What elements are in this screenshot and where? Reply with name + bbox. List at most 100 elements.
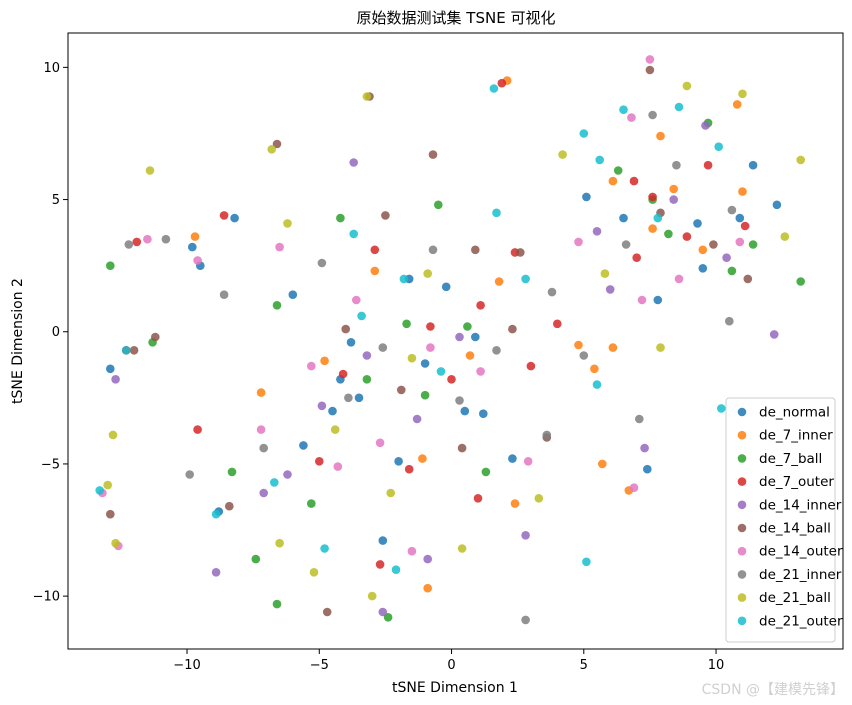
point-de_14_outer — [375, 438, 385, 448]
legend-marker — [737, 407, 747, 417]
point-de_14_inner — [455, 332, 464, 342]
x-tick-label: −5 — [310, 658, 329, 673]
point-de_14_outer — [645, 55, 655, 64]
point-de_14_ball — [272, 139, 282, 149]
point-de_7_inner — [423, 583, 433, 593]
point-de_21_ball — [600, 269, 610, 278]
point-de_21_inner — [378, 343, 388, 352]
point-de_14_inner — [605, 285, 615, 294]
point-de_7_outer — [219, 211, 229, 220]
point-de_21_inner — [317, 258, 327, 268]
point-de_7_inner — [320, 356, 329, 366]
series-de_7_outer — [121, 78, 750, 569]
point-de_14_outer — [523, 457, 533, 466]
point-de_14_outer — [426, 343, 435, 352]
point-de_7_ball — [420, 390, 430, 400]
point-de_21_ball — [309, 568, 319, 577]
point-de_normal — [441, 282, 451, 292]
point-de_7_outer — [682, 232, 692, 241]
point-de_normal — [471, 332, 480, 342]
point-de_7_inner — [698, 245, 708, 255]
point-de_21_outer — [270, 478, 279, 487]
point-de_7_outer — [426, 322, 435, 331]
point-de_14_outer — [143, 234, 152, 244]
point-de_14_inner — [423, 554, 433, 564]
point-de_14_inner — [521, 531, 530, 540]
point-de_21_ball — [656, 343, 665, 352]
point-de_7_inner — [510, 499, 520, 508]
point-de_14_inner — [259, 488, 269, 498]
series-de_21_inner — [124, 110, 737, 625]
point-de_7_outer — [473, 494, 483, 503]
chart-title: 原始数据测试集 TSNE 可视化 — [357, 9, 556, 27]
x-axis-title: tSNE Dimension 1 — [392, 680, 518, 696]
point-de_normal — [653, 295, 663, 305]
point-de_7_ball — [613, 166, 623, 175]
watermark: CSDN @【建模先锋】 — [701, 682, 844, 698]
legend-marker — [737, 546, 747, 556]
point-de_14_ball — [225, 501, 234, 511]
point-de_14_inner — [111, 375, 120, 384]
point-de_21_outer — [489, 84, 499, 93]
point-de_21_inner — [521, 615, 530, 625]
point-de_7_inner — [648, 224, 657, 233]
point-de_14_inner — [669, 195, 678, 204]
point-de_21_outer — [582, 557, 591, 567]
point-de_7_outer — [370, 245, 380, 255]
point-de_14_ball — [645, 65, 655, 75]
point-de_7_inner — [494, 277, 504, 286]
x-tick-label: 10 — [708, 658, 725, 673]
legend-marker — [737, 570, 747, 579]
point-de_21_outer — [714, 142, 723, 151]
point-de_21_inner — [648, 110, 657, 120]
point-de_14_ball — [151, 332, 160, 342]
point-de_21_outer — [619, 105, 628, 114]
x-tick-label: 5 — [580, 658, 588, 673]
point-de_21_inner — [727, 205, 737, 215]
point-de_14_outer — [674, 274, 684, 284]
point-de_14_inner — [362, 351, 372, 360]
point-de_7_outer — [315, 457, 324, 466]
point-de_7_outer — [404, 464, 414, 474]
point-de_7_outer — [632, 253, 641, 262]
point-de_normal — [479, 409, 488, 419]
point-de_7_inner — [608, 343, 618, 352]
legend-item-de_21_outer: de_21_outer — [737, 613, 843, 629]
point-de_normal — [508, 454, 517, 463]
point-de_7_outer — [497, 78, 507, 88]
point-de_14_ball — [397, 385, 406, 395]
series-de_7_inner — [190, 76, 747, 593]
point-de_14_inner — [722, 253, 731, 262]
legend-item-de_normal: de_normal — [737, 405, 830, 421]
series-de_14_inner — [111, 121, 779, 617]
point-de_7_outer — [447, 375, 456, 384]
point-de_21_outer — [653, 213, 663, 223]
point-de_7_outer — [476, 301, 485, 310]
point-de_7_inner — [465, 351, 475, 360]
point-de_21_outer — [436, 367, 446, 376]
point-de_14_outer — [307, 361, 316, 371]
series-de_14_ball — [106, 65, 753, 617]
point-de_21_inner — [428, 245, 438, 255]
point-de_21_inner — [124, 240, 134, 249]
point-de_7_ball — [227, 467, 237, 477]
point-de_normal — [735, 213, 745, 223]
point-de_7_inner — [418, 454, 427, 463]
point-de_21_ball — [386, 488, 396, 498]
point-de_7_outer — [740, 221, 750, 231]
point-de_21_ball — [407, 353, 417, 363]
legend: de_normal de_7_inner de_7_ball de_7_outerde… — [725, 397, 843, 643]
point-de_normal — [230, 213, 239, 223]
point-de_21_ball — [457, 544, 467, 553]
legend-label: de_7_ball — [759, 451, 822, 467]
point-de_21_outer — [320, 544, 329, 553]
point-de_21_outer — [357, 311, 366, 321]
point-de_21_ball — [796, 155, 805, 165]
point-de_14_ball — [381, 211, 390, 220]
point-de_7_inner — [669, 184, 678, 194]
point-de_21_inner — [259, 443, 269, 453]
x-axis-ticks: −10 −5 0 5 10 — [173, 649, 724, 673]
y-axis-ticks: −10 −5 0 5 10 — [33, 61, 68, 605]
plot-frame — [67, 32, 844, 650]
